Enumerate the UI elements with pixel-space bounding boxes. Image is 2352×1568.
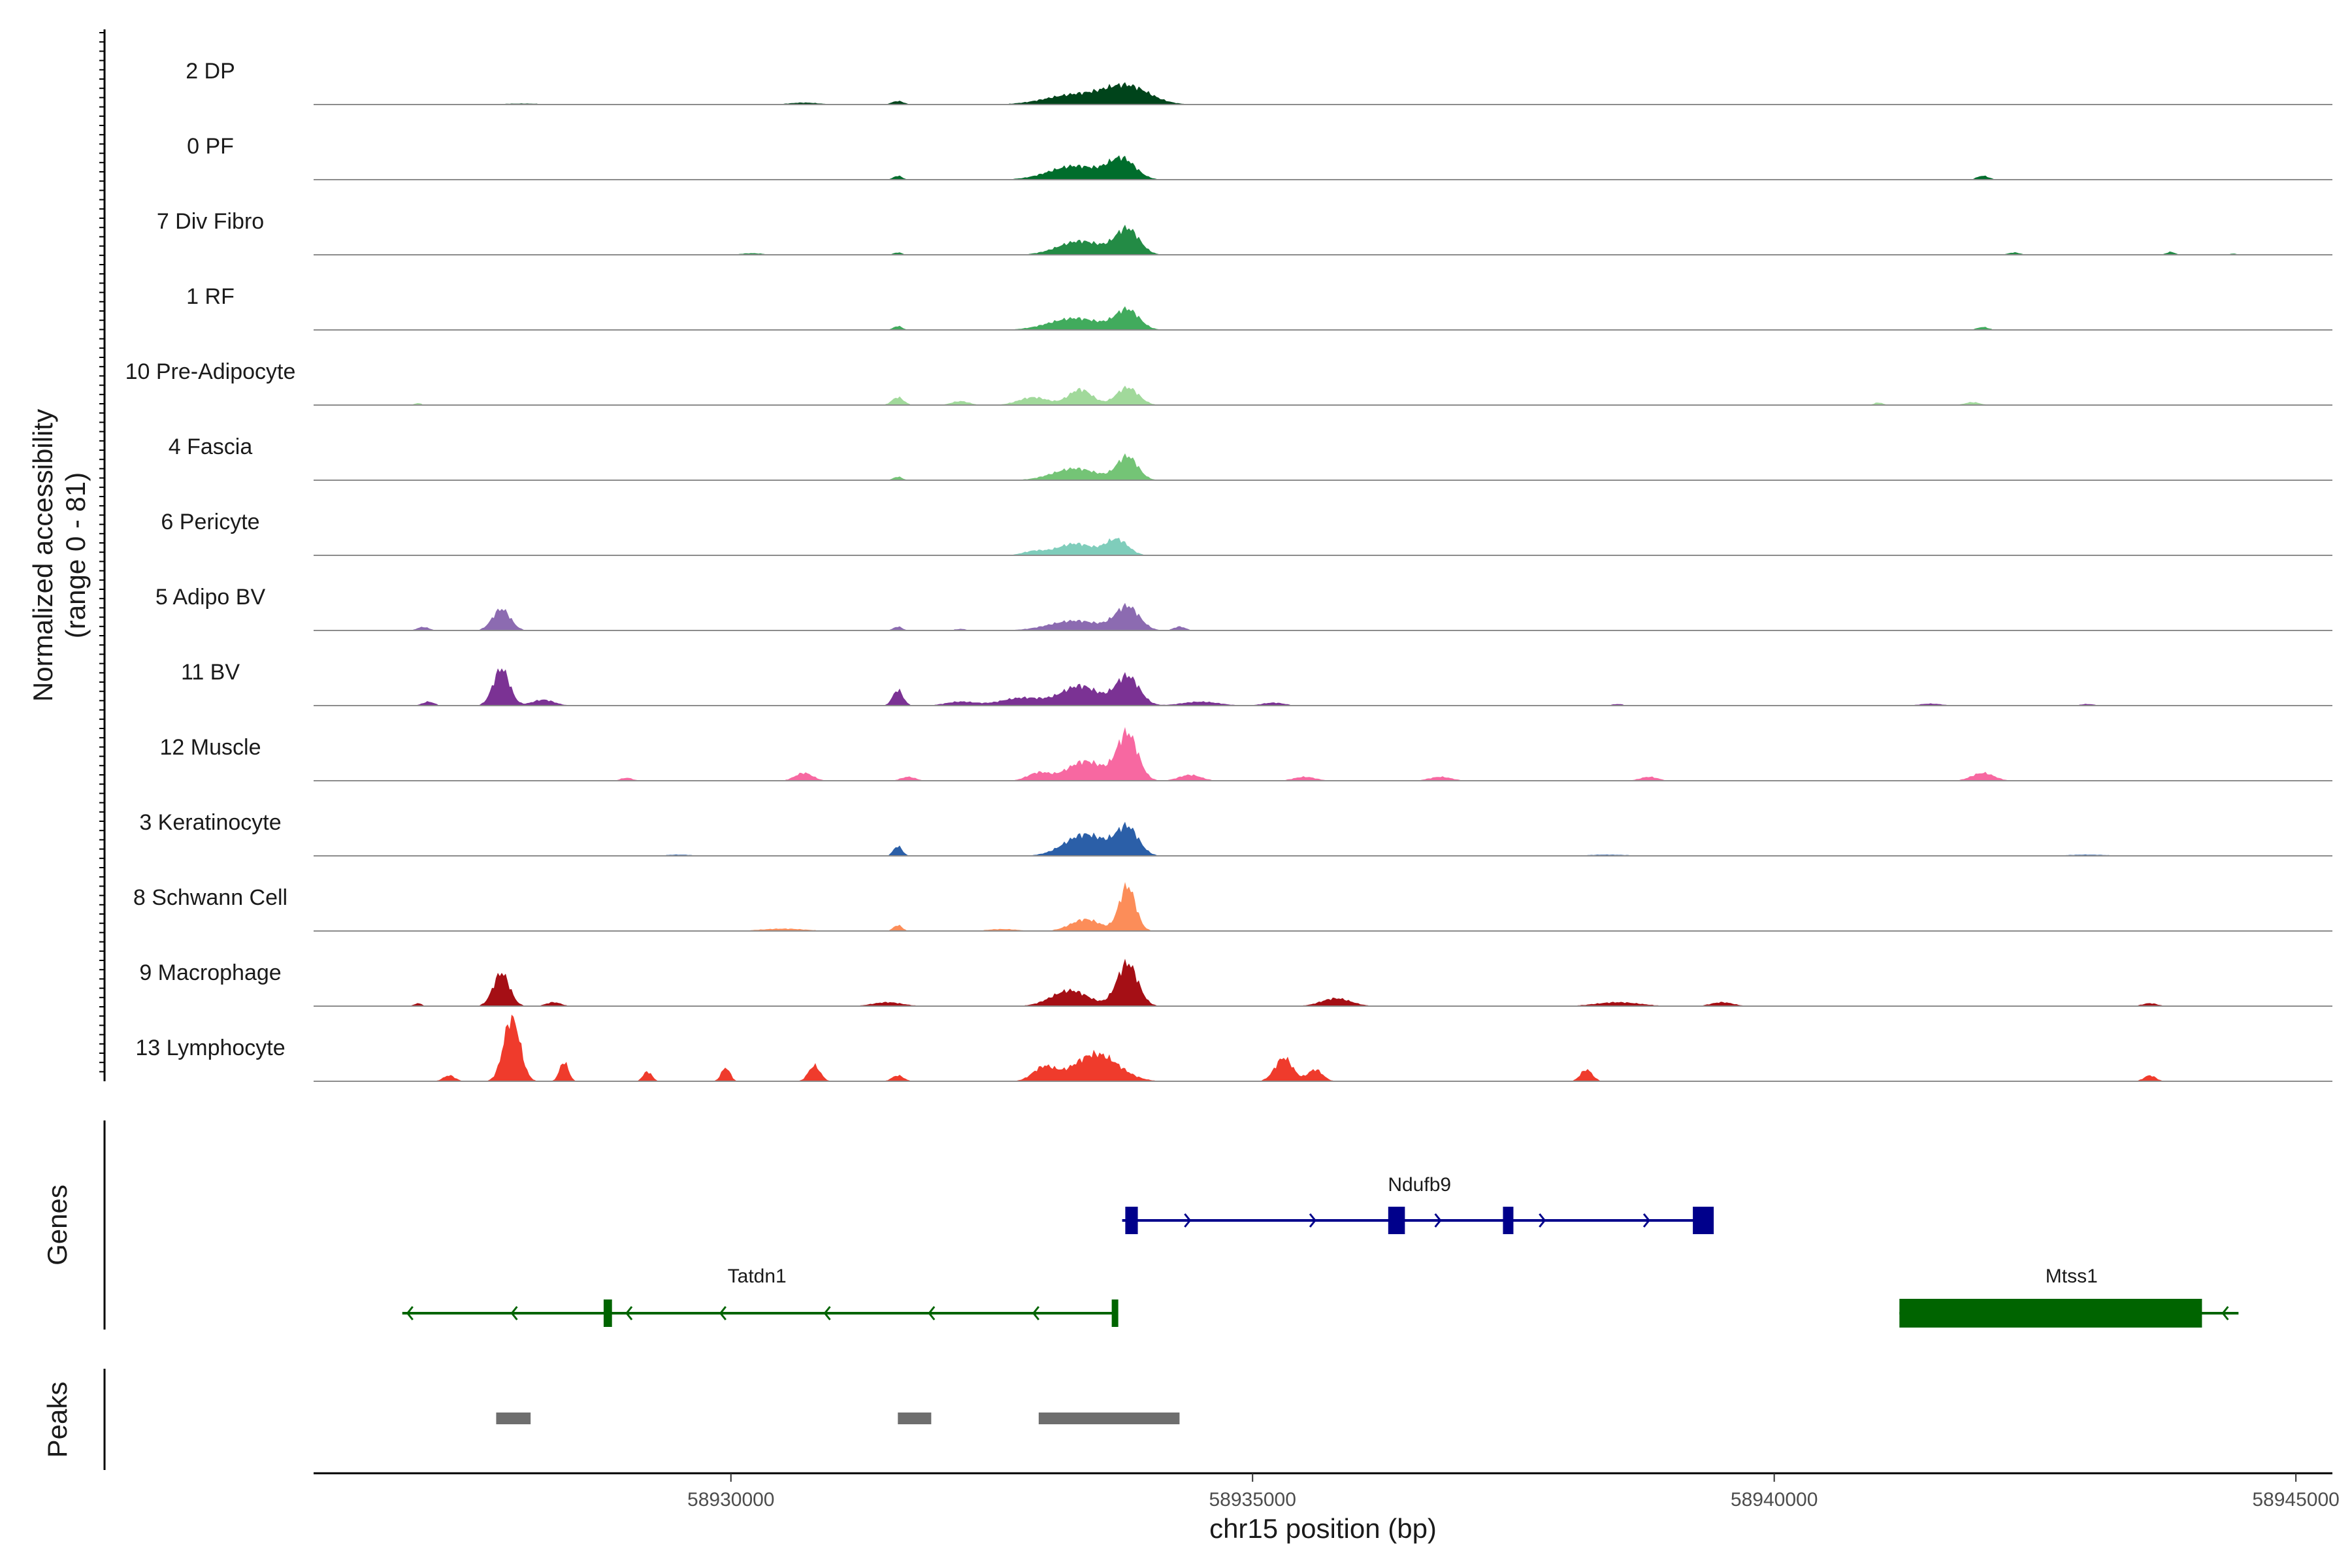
track-coverage-area xyxy=(314,385,2332,405)
track-label: 8 Schwann Cell xyxy=(133,885,287,910)
gene-strand-arrow xyxy=(928,1306,936,1320)
gene-strand-arrow xyxy=(1539,1213,1546,1228)
y-axis-range-label: (range 0 - 81) xyxy=(60,472,91,638)
track-coverage-area xyxy=(314,224,2332,255)
track-12-muscle: 12 Muscle xyxy=(160,727,2332,781)
track-label: 11 BV xyxy=(181,660,240,685)
track-label: 13 Lymphocyte xyxy=(135,1036,285,1060)
x-tick-label: 58930000 xyxy=(687,1489,774,1511)
track-6-pericyte: 6 Pericyte xyxy=(161,510,2332,556)
gene-exon xyxy=(1111,1299,1119,1327)
peak-region xyxy=(496,1413,531,1424)
gene-strand-arrow xyxy=(510,1306,518,1320)
gene-tatdn1: Tatdn1 xyxy=(402,1266,1119,1327)
y-axis-title: Normalized accessibility xyxy=(27,409,58,702)
gene-exon xyxy=(603,1299,612,1327)
track-label: 4 Fascia xyxy=(169,434,253,459)
gene-name-label: Mtss1 xyxy=(2046,1266,2098,1287)
track-3-keratinocyte: 3 Keratinocyte xyxy=(139,810,2332,857)
gene-strand-arrow xyxy=(1309,1213,1316,1228)
gene-name-label: Tatdn1 xyxy=(728,1266,787,1287)
track-label: 10 Pre-Adipocyte xyxy=(125,359,296,384)
genes-panel-title: Genes xyxy=(42,1184,73,1266)
gene-strand-arrow xyxy=(625,1306,633,1320)
gene-strand-arrow xyxy=(823,1306,831,1320)
track-label: 12 Muscle xyxy=(160,735,261,760)
y-axis-ticks xyxy=(99,32,105,1073)
x-tick-label: 58940000 xyxy=(1731,1489,1818,1511)
genes-panel: Ndufb9 Tatdn1 Mtss1 xyxy=(402,1174,2239,1328)
gene-strand-arrow xyxy=(406,1306,414,1320)
track-coverage-area xyxy=(314,727,2332,781)
x-tick-label: 58935000 xyxy=(1209,1489,1296,1511)
track-label: 9 Macrophage xyxy=(139,960,281,985)
track-8-schwann-cell: 8 Schwann Cell xyxy=(133,882,2332,932)
gene-exon xyxy=(1503,1207,1514,1234)
gene-strand-arrow xyxy=(1032,1306,1040,1320)
gene-exon xyxy=(1693,1207,1714,1234)
track-coverage-area xyxy=(314,602,2332,630)
track-label: 6 Pericyte xyxy=(161,510,259,534)
track-coverage-area xyxy=(314,958,2332,1006)
track-label: 3 Keratinocyte xyxy=(139,810,281,835)
track-9-macrophage: 9 Macrophage xyxy=(139,958,2332,1007)
track-5-adipo-bv: 5 Adipo BV xyxy=(155,585,2332,631)
track-coverage-area xyxy=(314,668,2332,706)
track-0-pf: 0 PF xyxy=(187,134,2332,180)
track-coverage-area xyxy=(314,821,2332,856)
track-coverage-area xyxy=(314,306,2332,330)
gene-exon xyxy=(1125,1207,1138,1234)
gene-strand-arrow xyxy=(1184,1213,1192,1228)
track-1-rf: 1 RF xyxy=(186,284,2332,331)
coverage-tracks: 2 DP 0 PF 7 Div Fibro 1 RF 10 Pre-Adipocyte 4… xyxy=(125,59,2332,1082)
x-tick-label: 58945000 xyxy=(2252,1489,2339,1511)
peak-region xyxy=(1038,1413,1180,1424)
track-4-fascia: 4 Fascia xyxy=(169,434,2332,481)
track-label: 7 Div Fibro xyxy=(157,209,264,234)
x-axis-title: chr15 position (bp) xyxy=(1209,1513,1437,1544)
gene-strand-arrow xyxy=(1642,1213,1650,1228)
track-13-lymphocyte: 13 Lymphocyte xyxy=(135,1015,2332,1082)
gene-exon xyxy=(1899,1299,2202,1328)
track-label: 5 Adipo BV xyxy=(155,585,266,610)
gene-name-label: Ndufb9 xyxy=(1388,1174,1451,1196)
peaks-panel xyxy=(496,1413,1180,1424)
track-10-pre-adipocyte: 10 Pre-Adipocyte xyxy=(125,359,2332,406)
track-coverage-area xyxy=(314,538,2332,555)
track-label: 1 RF xyxy=(186,284,235,309)
y-axis-title-group: Normalized accessibility (range 0 - 81) xyxy=(27,409,91,702)
track-label: 0 PF xyxy=(187,134,234,159)
gene-strand-arrow xyxy=(1434,1213,1442,1228)
gene-strand-arrow xyxy=(2221,1306,2229,1320)
track-label: 2 DP xyxy=(186,59,235,84)
x-axis-ticks: 58930000 58935000 58940000 58945000 xyxy=(687,1473,2340,1511)
track-7-div-fibro: 7 Div Fibro xyxy=(157,209,2332,255)
peaks-panel-title: Peaks xyxy=(42,1382,73,1458)
track-coverage-area xyxy=(314,155,2332,180)
track-coverage-area xyxy=(314,82,2332,105)
gene-mtss1: Mtss1 xyxy=(1899,1266,2239,1328)
gene-ndufb9: Ndufb9 xyxy=(1122,1174,1714,1234)
track-2-dp: 2 DP xyxy=(186,59,2332,105)
track-coverage-area xyxy=(314,1015,2332,1081)
gene-exon xyxy=(1388,1207,1405,1234)
gene-strand-arrow xyxy=(719,1306,727,1320)
track-coverage-area xyxy=(314,882,2332,931)
track-coverage-area xyxy=(314,453,2332,480)
track-11-bv: 11 BV xyxy=(181,660,2332,706)
peak-region xyxy=(898,1413,932,1424)
